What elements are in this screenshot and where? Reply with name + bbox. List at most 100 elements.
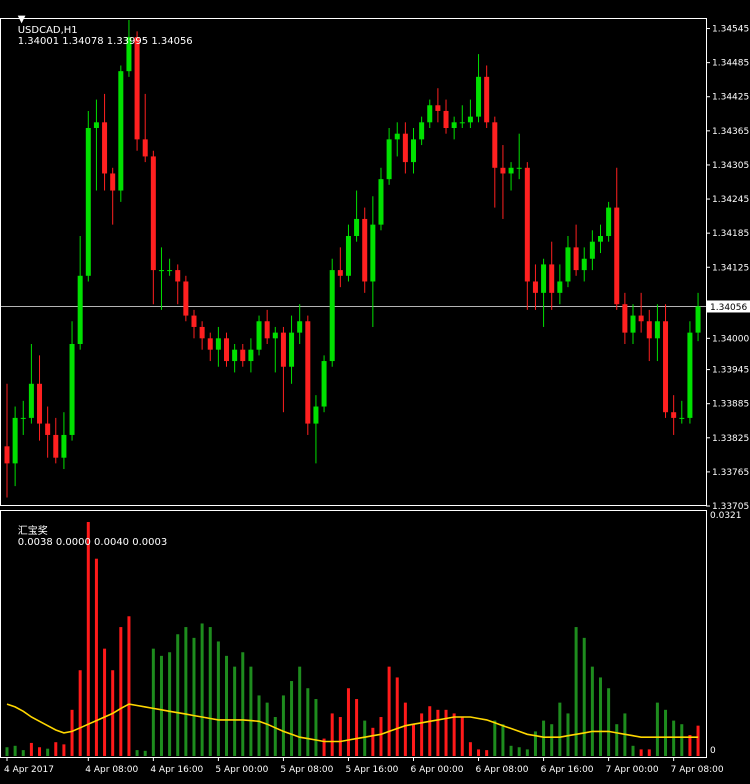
candle-body — [452, 122, 457, 128]
candle-body — [338, 270, 343, 276]
candle-body — [370, 225, 375, 282]
candle-body — [484, 77, 489, 122]
candle-body — [330, 270, 335, 361]
candle[interactable] — [663, 304, 668, 418]
indicator-bar — [103, 649, 106, 756]
candle-body — [354, 219, 359, 236]
indicator-bar — [412, 724, 415, 756]
indicator-bar — [46, 749, 49, 756]
indicator-bar — [583, 638, 586, 756]
candle-body — [679, 418, 684, 419]
candle-body — [167, 270, 172, 271]
indicator-bar — [144, 751, 147, 756]
indicator-bar — [241, 652, 244, 756]
collapse-triangle-icon[interactable]: ▼ — [18, 14, 26, 25]
indicator-bar — [656, 703, 659, 756]
candle-body — [281, 333, 286, 367]
indicator-bar — [445, 710, 448, 756]
candle-body — [29, 384, 34, 418]
indicator-bar — [436, 710, 439, 756]
indicator-bar — [266, 703, 269, 756]
candle-body — [37, 384, 42, 424]
time-axis-label: 5 Apr 00:00 — [215, 765, 268, 775]
candle[interactable] — [257, 316, 262, 356]
indicator-bar — [314, 699, 317, 756]
candle-body — [582, 259, 587, 270]
indicator-bar — [477, 749, 480, 756]
candle-body — [248, 350, 253, 361]
indicator-bar — [71, 710, 74, 756]
price-axis-label: 1.34185 — [712, 229, 749, 239]
candle-body — [175, 270, 180, 281]
indicator-bar — [575, 627, 578, 756]
candle-body — [346, 236, 351, 276]
indicator-bar — [363, 721, 366, 756]
indicator-bar — [119, 627, 122, 756]
candle-body — [639, 316, 644, 322]
candle-body — [541, 264, 546, 292]
candle[interactable] — [362, 208, 367, 293]
indicator-bar — [30, 743, 33, 756]
candle[interactable] — [118, 65, 123, 201]
indicator-bar — [79, 670, 82, 756]
indicator-bar — [201, 623, 204, 756]
candle-body — [517, 168, 522, 169]
candle-body — [387, 139, 392, 179]
candle[interactable] — [322, 355, 327, 412]
symbol-info: ▼ USDCAD,H1 1.34001 1.34078 1.33995 1.34… — [5, 3, 193, 58]
candle-body — [94, 122, 99, 128]
candle-body — [322, 361, 327, 406]
candle-body — [549, 264, 554, 292]
indicator-bar — [542, 721, 545, 756]
candle-body — [273, 333, 278, 339]
candle-body — [118, 71, 123, 190]
candle-body — [687, 333, 692, 418]
candle[interactable] — [687, 321, 692, 423]
indicator-bar — [388, 667, 391, 756]
candle[interactable] — [86, 111, 91, 282]
indicator-bar — [404, 703, 407, 756]
candle-body — [183, 281, 188, 315]
candle-body — [143, 139, 148, 156]
candle-body — [289, 333, 294, 367]
indicator-bar — [420, 713, 423, 756]
candle[interactable] — [606, 202, 611, 242]
candle-body — [411, 139, 416, 162]
time-axis-label: 6 Apr 08:00 — [476, 765, 529, 775]
ohlc-values: 1.34001 1.34078 1.33995 1.34056 — [18, 36, 193, 47]
candle-body — [70, 344, 75, 435]
indicator-bar — [160, 656, 163, 756]
indicator-bar — [355, 699, 358, 756]
candle-body — [232, 350, 237, 361]
indicator-bar — [184, 627, 187, 756]
indicator-bar — [176, 634, 179, 756]
price-axis-label: 1.34305 — [712, 161, 749, 171]
candle[interactable] — [330, 259, 335, 367]
candle-body — [696, 306, 701, 332]
indicator-bar — [152, 649, 155, 756]
candle[interactable] — [183, 276, 188, 321]
indicator-bar — [688, 735, 691, 756]
indicator-bar — [282, 695, 285, 756]
indicator-bar — [526, 749, 529, 756]
indicator-bar — [38, 747, 41, 756]
candle-body — [468, 117, 473, 123]
price-axis-label: 1.33825 — [712, 434, 749, 444]
symbol-label: USDCAD,H1 — [18, 25, 78, 36]
candle-body — [557, 281, 562, 292]
indicator-bar — [127, 616, 130, 756]
indicator-bar — [566, 713, 569, 756]
candle-body — [5, 446, 10, 463]
indicator-bar — [249, 667, 252, 756]
candle[interactable] — [305, 316, 310, 435]
indicator-bar — [640, 749, 643, 756]
candle-body — [663, 321, 668, 412]
time-axis-label: 4 Apr 2017 — [4, 765, 54, 775]
indicator-bar — [615, 724, 618, 756]
indicator-bar — [607, 688, 610, 756]
indicator-bar — [379, 717, 382, 756]
indicator-bar — [298, 667, 301, 756]
